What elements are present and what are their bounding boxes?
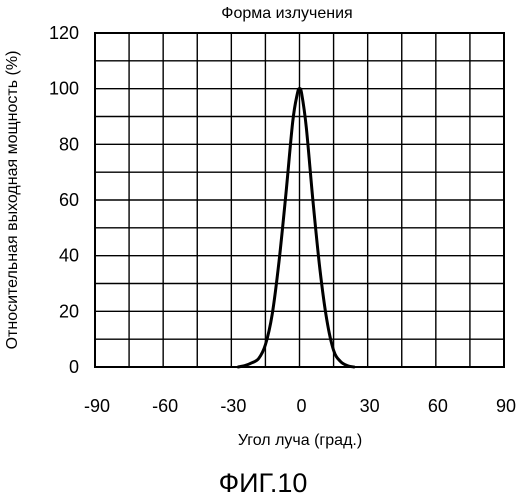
y-tick-label: 100 [49, 79, 79, 99]
x-tick-label: 30 [360, 396, 380, 416]
x-axis-label: Угол луча (град.) [238, 432, 362, 449]
x-tick-labels: -90 -60 -30 0 30 60 90 [84, 396, 516, 416]
x-tick-label: -90 [84, 396, 110, 416]
y-tick-label: 80 [59, 134, 79, 154]
y-tick-label: 20 [59, 301, 79, 321]
grid-lines [95, 33, 504, 367]
y-tick-labels: 0 20 40 60 80 100 120 [49, 23, 79, 377]
y-tick-label: 60 [59, 190, 79, 210]
x-tick-label: 90 [496, 396, 516, 416]
y-tick-label: 120 [49, 23, 79, 43]
figure-caption: ФИГ.10 [219, 468, 308, 498]
x-tick-label: 60 [428, 396, 448, 416]
x-tick-label: -60 [152, 396, 178, 416]
y-tick-label: 40 [59, 246, 79, 266]
y-tick-label: 0 [69, 357, 79, 377]
x-tick-label: -30 [220, 396, 246, 416]
x-tick-label: 0 [296, 396, 306, 416]
y-axis-label: Относительная выходная мощность (%) [4, 51, 21, 350]
chart-title: Форма излучения [221, 5, 352, 22]
